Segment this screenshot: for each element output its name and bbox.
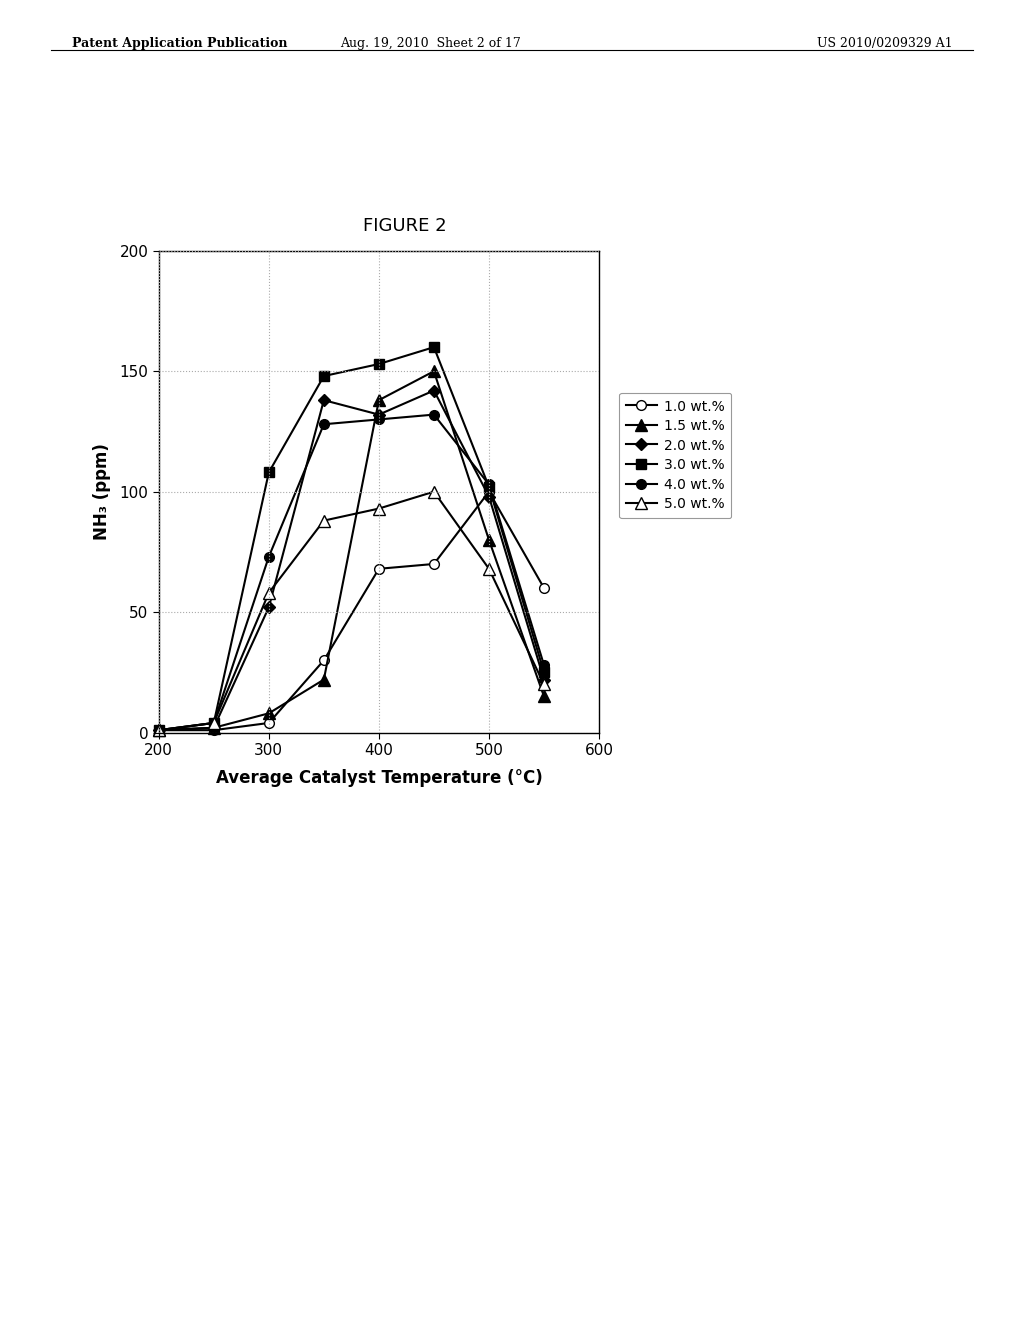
Line: 1.0 wt.%: 1.0 wt.%	[154, 487, 549, 735]
1.5 wt.%	[428, 363, 440, 379]
Line: 1.5 wt.%: 1.5 wt.%	[154, 366, 550, 735]
2.0 wt.%	[317, 392, 330, 408]
Text: US 2010/0209329 A1: US 2010/0209329 A1	[817, 37, 952, 50]
1.5 wt.%	[317, 672, 330, 688]
4.0 wt.%	[208, 715, 220, 731]
1.0 wt.%	[482, 484, 495, 500]
1.0 wt.%	[538, 581, 550, 597]
Legend: 1.0 wt.%, 1.5 wt.%, 2.0 wt.%, 3.0 wt.%, 4.0 wt.%, 5.0 wt.%: 1.0 wt.%, 1.5 wt.%, 2.0 wt.%, 3.0 wt.%, …	[620, 392, 731, 519]
2.0 wt.%	[538, 672, 550, 688]
1.0 wt.%	[373, 561, 385, 577]
3.0 wt.%	[428, 339, 440, 355]
Text: Patent Application Publication: Patent Application Publication	[72, 37, 287, 50]
5.0 wt.%	[317, 512, 330, 528]
1.0 wt.%	[317, 652, 330, 668]
5.0 wt.%	[262, 585, 274, 601]
Line: 5.0 wt.%: 5.0 wt.%	[154, 486, 550, 735]
Line: 2.0 wt.%: 2.0 wt.%	[155, 387, 548, 734]
X-axis label: Average Catalyst Temperature (°C): Average Catalyst Temperature (°C)	[215, 770, 543, 787]
Text: Aug. 19, 2010  Sheet 2 of 17: Aug. 19, 2010 Sheet 2 of 17	[340, 37, 520, 50]
5.0 wt.%	[208, 715, 220, 731]
3.0 wt.%	[317, 368, 330, 384]
1.0 wt.%	[153, 722, 165, 738]
5.0 wt.%	[428, 484, 440, 500]
4.0 wt.%	[538, 657, 550, 673]
2.0 wt.%	[373, 407, 385, 422]
Line: 4.0 wt.%: 4.0 wt.%	[154, 409, 549, 735]
3.0 wt.%	[538, 664, 550, 680]
Text: FIGURE 2: FIGURE 2	[362, 216, 446, 235]
1.5 wt.%	[538, 689, 550, 705]
2.0 wt.%	[428, 383, 440, 399]
5.0 wt.%	[482, 561, 495, 577]
4.0 wt.%	[153, 722, 165, 738]
3.0 wt.%	[482, 479, 495, 495]
5.0 wt.%	[538, 677, 550, 693]
1.5 wt.%	[153, 722, 165, 738]
Line: 3.0 wt.%: 3.0 wt.%	[154, 342, 549, 735]
3.0 wt.%	[262, 465, 274, 480]
4.0 wt.%	[428, 407, 440, 422]
2.0 wt.%	[208, 719, 220, 735]
1.5 wt.%	[208, 719, 220, 735]
5.0 wt.%	[153, 722, 165, 738]
1.5 wt.%	[482, 532, 495, 548]
1.0 wt.%	[208, 722, 220, 738]
4.0 wt.%	[262, 549, 274, 565]
1.0 wt.%	[428, 556, 440, 572]
2.0 wt.%	[482, 488, 495, 504]
5.0 wt.%	[373, 500, 385, 516]
4.0 wt.%	[482, 477, 495, 492]
3.0 wt.%	[373, 356, 385, 372]
2.0 wt.%	[153, 722, 165, 738]
Y-axis label: NH₃ (ppm): NH₃ (ppm)	[93, 444, 111, 540]
1.5 wt.%	[262, 705, 274, 721]
4.0 wt.%	[373, 412, 385, 428]
2.0 wt.%	[262, 599, 274, 615]
3.0 wt.%	[153, 722, 165, 738]
1.5 wt.%	[373, 392, 385, 408]
1.0 wt.%	[262, 715, 274, 731]
4.0 wt.%	[317, 416, 330, 432]
3.0 wt.%	[208, 715, 220, 731]
